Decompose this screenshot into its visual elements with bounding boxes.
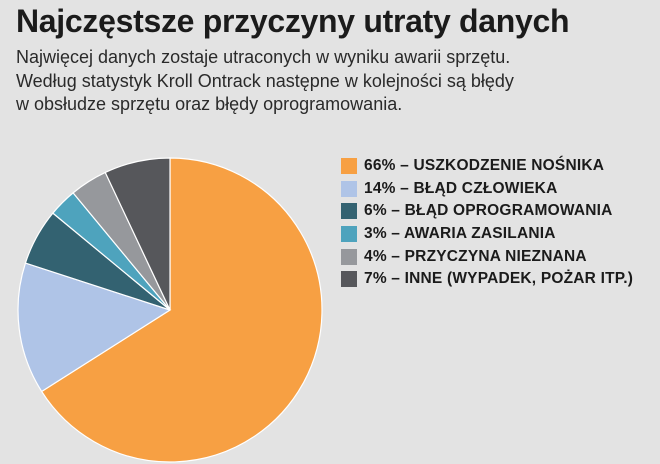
legend-label: 7% – INNE (WYPADEK, POŻAR ITP.) [364, 270, 634, 288]
legend-swatch [341, 158, 357, 175]
pie-slice-1 [40, 157, 323, 463]
legend-label: 14% – BŁĄD CZŁOWIEKA [364, 179, 558, 197]
legend-item-6: 7% – INNE (WYPADEK, POŻAR ITP.) [341, 268, 633, 291]
legend-swatch [341, 226, 357, 243]
legend-label: 3% – AWARIA ZASILANIA [364, 225, 556, 243]
legend-label: 66% – USZKODZENIE NOŚNIKA [364, 157, 605, 175]
chart-title: Najczęstsze przyczyny utraty danych [16, 3, 570, 39]
legend-label: 4% – PRZYCZYNA NIEZNANA [364, 247, 587, 265]
legend-item-3: 6% – BŁĄD OPROGRAMOWANIA [341, 200, 633, 223]
legend-swatch [341, 248, 357, 265]
subtitle-line-1: Najwięcej danych zostaje utraconych w wy… [16, 47, 511, 67]
legend-label: 6% – BŁĄD OPROGRAMOWANIA [364, 202, 613, 220]
chart-legend: 66% – USZKODZENIE NOŚNIKA 14% – BŁĄD CZŁO… [341, 155, 633, 291]
legend-item-2: 14% – BŁĄD CZŁOWIEKA [341, 178, 633, 201]
subtitle-line-2: Według statystyk Kroll Ontrack następne … [16, 70, 514, 91]
legend-swatch [341, 180, 357, 197]
legend-item-4: 3% – AWARIA ZASILANIA [341, 223, 633, 246]
legend-item-5: 4% – PRZYCZYNA NIEZNANA [341, 245, 633, 268]
pie-slice-2 [17, 262, 172, 393]
legend-swatch [341, 271, 357, 288]
chart-subtitle: Najwięcej danych zostaje utraconych w wy… [16, 46, 616, 117]
pie-slice-6 [104, 157, 171, 311]
legend-swatch [341, 203, 357, 220]
legend-item-1: 66% – USZKODZENIE NOŚNIKA [341, 155, 633, 178]
subtitle-line-3: w obsłudze sprzętu oraz błędy oprogramow… [16, 94, 403, 114]
